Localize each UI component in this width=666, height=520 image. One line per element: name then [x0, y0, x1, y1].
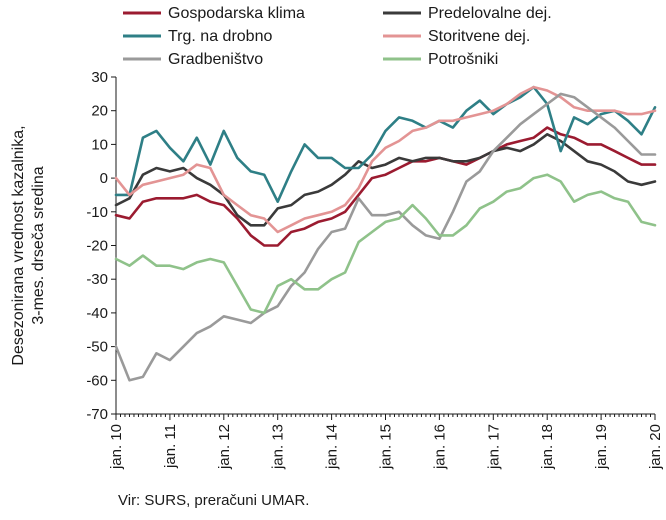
- y-tick-label: 10: [91, 136, 108, 153]
- series-line-2: [114, 85, 657, 203]
- y-axis-title: Desezonirana vrednost kazalnika, 3-mes. d…: [10, 125, 47, 365]
- legend-label-1: Predelovalne dej.: [428, 5, 552, 22]
- x-tick-label: jan. 11: [162, 424, 179, 469]
- series-line-1: [114, 133, 657, 227]
- legend-label-0: Gospodarska klima: [168, 5, 305, 22]
- y-tick-label: -60: [86, 372, 108, 389]
- legend-label-2: Trg. na drobno: [168, 28, 272, 45]
- x-tick-label: jan. 10: [108, 424, 125, 470]
- y-tick-label: -50: [86, 339, 108, 356]
- legend-label-5: Potrošniki: [428, 51, 498, 68]
- legend-label-3: Storitvene dej.: [428, 28, 530, 45]
- y-tick-label: 20: [91, 103, 108, 120]
- x-tick-label: jan. 14: [324, 424, 341, 470]
- x-tick-label: jan. 16: [431, 424, 448, 470]
- series-line-0: [114, 126, 657, 247]
- x-tick-label: jan. 12: [216, 424, 233, 470]
- x-tick-label: jan. 13: [270, 424, 287, 470]
- y-axis-title-line-0: Desezonirana vrednost kazalnika,: [10, 125, 27, 365]
- y-tick-label: 0: [100, 170, 108, 187]
- y-axis-title-line-1: 3-mes. drseča sredina: [30, 166, 47, 324]
- y-tick-label: -20: [86, 238, 108, 255]
- x-tick-label: jan. 15: [378, 424, 395, 470]
- y-tick-label: -30: [86, 271, 108, 288]
- series-line-4: [114, 92, 657, 382]
- x-tick-label: jan. 18: [539, 424, 556, 470]
- x-tick-label: jan. 17: [485, 424, 502, 470]
- y-tick-label: -40: [86, 305, 108, 322]
- y-tick-label: -70: [86, 406, 108, 423]
- series-line-5: [114, 173, 657, 315]
- legend: Gospodarska klima Predelovalne dej. Trg. n…: [123, 5, 552, 68]
- series-line-3: [114, 85, 657, 234]
- x-tick-label: jan. 20: [647, 424, 664, 470]
- y-tick-label: -10: [86, 204, 108, 221]
- y-tick-label: 30: [91, 69, 108, 86]
- source-note: Vir: SURS, preračuni UMAR.: [118, 492, 309, 509]
- legend-label-4: Gradbeništvo: [168, 51, 263, 68]
- x-tick-label: jan. 19: [593, 424, 610, 470]
